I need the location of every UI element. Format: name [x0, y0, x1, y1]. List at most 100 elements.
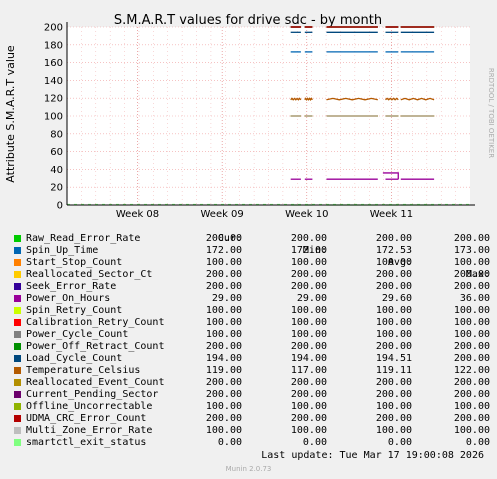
- series-line: [304, 97, 313, 101]
- legend-max: 200.00: [453, 281, 490, 292]
- legend-row: Temperature_Celsius 119.00 117.00 119.11 122…: [12, 365, 490, 377]
- legend-min: 200.00: [290, 413, 327, 424]
- legend-series-name: Offline_Uncorrectable: [26, 401, 153, 412]
- legend-cur: 200.00: [205, 269, 242, 280]
- legend-series-name: Load_Cycle_Count: [26, 353, 123, 364]
- y-axis-label: Attribute S.M.A.R.T value: [4, 45, 17, 183]
- legend-swatch: [14, 271, 21, 278]
- munin-version: Munin 2.0.73: [225, 465, 272, 473]
- legend-avg: 200.00: [375, 377, 412, 388]
- legend-series-name: Current_Pending_Sector: [26, 389, 159, 400]
- series-line: [326, 97, 378, 101]
- legend-series-name: Power_Cycle_Count: [26, 329, 129, 340]
- legend-max: 200.00: [453, 413, 490, 424]
- legend-max: 100.00: [453, 401, 490, 412]
- y-tick-label: 0: [57, 201, 63, 212]
- legend-cur: 100.00: [205, 329, 242, 340]
- legend-max: 122.00: [453, 365, 490, 376]
- legend-row: Start_Stop_Count 100.00 100.00 100.00 100.00: [12, 257, 490, 269]
- legend-min: 200.00: [290, 341, 327, 352]
- legend-cur: 200.00: [205, 389, 242, 400]
- legend-max: 100.00: [453, 425, 490, 436]
- smart-chart: S.M.A.R.T values for drive sdc - by mont…: [4, 13, 495, 220]
- legend-swatch: [14, 247, 21, 254]
- legend-min: 29.00: [296, 293, 327, 304]
- legend-swatch: [14, 367, 21, 374]
- legend-row: smartctl_exit_status 0.00 0.00 0.00 0.00: [12, 437, 490, 449]
- legend-min: 117.00: [290, 365, 327, 376]
- legend-min: 200.00: [290, 233, 327, 244]
- legend-series-name: smartctl_exit_status: [26, 437, 147, 448]
- legend-series-name: Multi_Zone_Error_Rate: [26, 425, 153, 436]
- legend-cur: 200.00: [205, 233, 242, 244]
- legend-max: 173.00: [453, 245, 490, 256]
- y-tick-label: 180: [44, 40, 63, 51]
- legend-series-name: Raw_Read_Error_Rate: [26, 233, 141, 244]
- legend-min: 200.00: [290, 389, 327, 400]
- legend-row: Calibration_Retry_Count 100.00 100.00 100.0…: [12, 317, 490, 329]
- legend-row: Multi_Zone_Error_Rate 100.00 100.00 100.00 1…: [12, 425, 490, 437]
- legend-avg: 29.60: [381, 293, 412, 304]
- legend-swatch: [14, 307, 21, 314]
- legend-avg: 100.00: [375, 257, 412, 268]
- legend-series-name: Reallocated_Sector_Ct: [26, 269, 153, 280]
- legend-row: Reallocated_Sector_Ct 200.00 200.00 200.00 2…: [12, 269, 490, 281]
- legend-swatch: [14, 391, 21, 398]
- legend-min: 200.00: [290, 269, 327, 280]
- legend-swatch: [14, 415, 21, 422]
- legend-cur: 200.00: [205, 341, 242, 352]
- legend-avg: 200.00: [375, 413, 412, 424]
- series-line: [385, 97, 399, 101]
- series-lines: [67, 26, 470, 206]
- legend-min: 200.00: [290, 377, 327, 388]
- legend-row: Spin_Retry_Count 100.00 100.00 100.00 100.00: [12, 305, 490, 317]
- legend-series-name: Power_On_Hours: [26, 293, 111, 304]
- legend-cur: 100.00: [205, 425, 242, 436]
- legend-swatch: [14, 235, 21, 242]
- legend-row: Spin_Up_Time 172.00 172.00 172.53 173.00: [12, 245, 490, 257]
- y-tick-label: 40: [50, 165, 63, 176]
- legend-max: 200.00: [453, 233, 490, 244]
- legend-max: 100.00: [453, 317, 490, 328]
- legend-series-name: Calibration_Retry_Count: [26, 317, 165, 328]
- legend-swatch: [14, 427, 21, 434]
- x-tick-label: Week 10: [285, 209, 328, 220]
- legend-avg: 194.51: [375, 353, 412, 364]
- legend-swatch: [14, 379, 21, 386]
- legend-swatch: [14, 319, 21, 326]
- legend-avg: 200.00: [375, 281, 412, 292]
- legend-series-name: Spin_Up_Time: [26, 245, 99, 256]
- legend-max: 200.00: [453, 353, 490, 364]
- legend-series-name: Spin_Retry_Count: [26, 305, 123, 316]
- legend-row: Power_Cycle_Count 100.00 100.00 100.00 100.0…: [12, 329, 490, 341]
- legend-avg: 200.00: [375, 341, 412, 352]
- legend-cur: 100.00: [205, 401, 242, 412]
- legend-table: Cur: Min: Avg: Max: Raw_Read_Error_Rate 2…: [12, 221, 490, 449]
- legend-min: 100.00: [290, 329, 327, 340]
- axes: 0 20 40 60 80 100 120 140 160 180 200 Week 08 Week 0…: [44, 22, 475, 220]
- legend-max: 200.00: [453, 377, 490, 388]
- legend-cur: 100.00: [205, 257, 242, 268]
- legend-avg: 100.00: [375, 317, 412, 328]
- legend-series-name: Seek_Error_Rate: [26, 281, 117, 292]
- y-tick-label: 140: [44, 76, 63, 87]
- chart-title: S.M.A.R.T values for drive sdc - by mont…: [114, 13, 382, 28]
- col-cur: Cur:: [217, 233, 242, 244]
- legend-row: Raw_Read_Error_Rate 200.00 200.00 200.00 200…: [12, 233, 490, 245]
- legend-avg: 119.11: [375, 365, 412, 376]
- legend-swatch: [14, 343, 21, 350]
- legend-avg: 100.00: [375, 329, 412, 340]
- y-tick-label: 20: [50, 183, 63, 194]
- legend-avg: 200.00: [375, 233, 412, 244]
- legend-row: Reallocated_Event_Count 200.00 200.00 200.0…: [12, 377, 490, 389]
- legend-header: Cur: Min: Avg: Max:: [12, 221, 490, 280]
- legend-min: 200.00: [290, 281, 327, 292]
- x-tick-label: Week 08: [116, 209, 159, 220]
- y-tick-label: 80: [50, 129, 63, 140]
- legend-min: 100.00: [290, 425, 327, 436]
- legend-row: UDMA_CRC_Error_Count 200.00 200.00 200.00 20…: [12, 413, 490, 425]
- legend-min: 100.00: [290, 401, 327, 412]
- legend-cur: 200.00: [205, 281, 242, 292]
- legend-cur: 0.00: [217, 437, 242, 448]
- legend-series-name: Temperature_Celsius: [26, 365, 141, 376]
